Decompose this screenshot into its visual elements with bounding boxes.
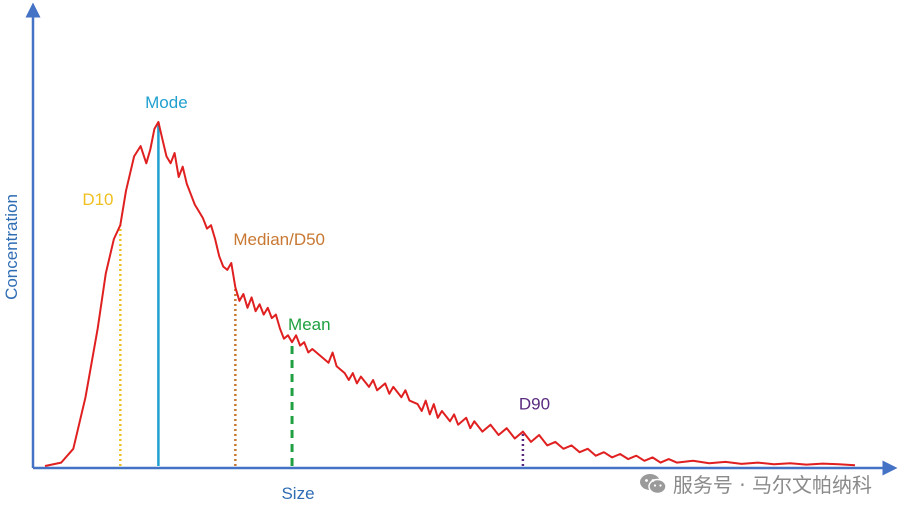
- series-layer: [44, 121, 856, 467]
- y-axis-title: Concentration: [2, 194, 21, 300]
- x-axis-title: Size: [281, 484, 314, 503]
- marker-label-mode: Mode: [145, 93, 188, 112]
- marker-label-mean: Mean: [288, 315, 331, 334]
- marker-label-d90: D90: [519, 395, 550, 414]
- watermark: 服务号 · 马尔文帕纳科: [639, 469, 872, 498]
- labels-layer: D10 Mode Median/D50 Mean D90: [82, 93, 550, 414]
- markers-layer: [119, 122, 525, 466]
- series-line-0: [44, 121, 856, 467]
- marker-label-d10: D10: [82, 190, 113, 209]
- wechat-icon: [639, 473, 667, 494]
- watermark-text: 服务号 · 马尔文帕纳科: [672, 473, 872, 497]
- marker-label-median-d50: Median/D50: [233, 230, 325, 249]
